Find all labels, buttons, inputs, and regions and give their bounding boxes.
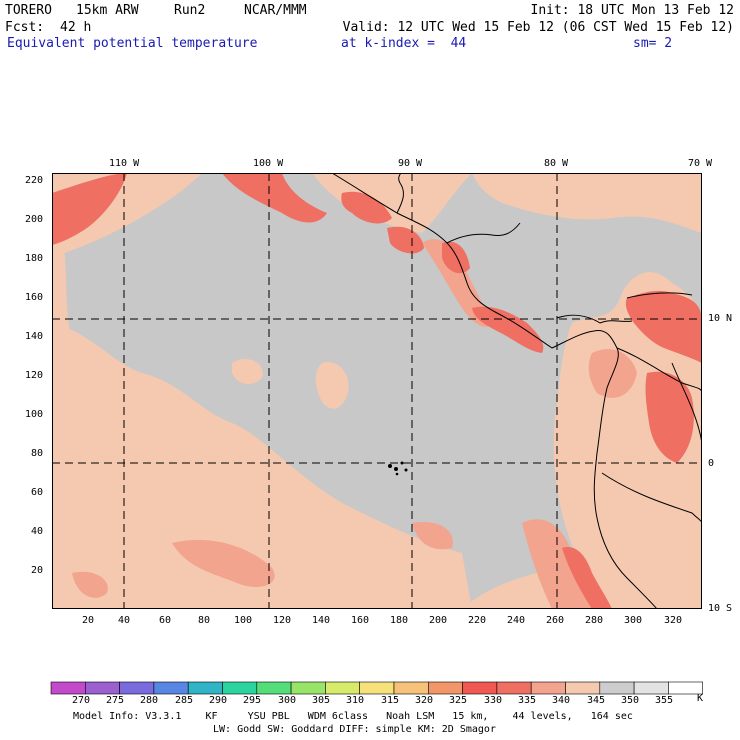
y-tick-label: 80 [31,448,44,459]
colorbar-swatch [496,681,532,695]
colorbar-swatch [668,681,704,695]
colorbar-label: 345 [587,695,606,706]
y-tick-label: 120 [25,370,44,381]
y-tick-label: 200 [25,214,44,225]
lon-label: 80 W [544,158,569,169]
colorbar-swatch [222,681,258,695]
x-tick-label: 240 [507,615,526,626]
lat-label: 0 [708,458,715,469]
colorbar-swatch [530,681,566,695]
map-frame [52,173,702,609]
lon-label: 70 W [688,158,713,169]
colorbar-swatch [565,681,601,695]
x-tick-label: 320 [664,615,683,626]
colorbar-label: 350 [621,695,640,706]
lat-label: 10 S [708,603,733,614]
colorbar-swatch [290,681,326,695]
colorbar-label: 310 [346,695,365,706]
x-tick-label: 60 [159,615,172,626]
colorbar-label: 280 [140,695,159,706]
colorbar-label: 275 [106,695,125,706]
colorbar-label: 290 [209,695,228,706]
colorbar-label: 295 [243,695,262,706]
colorbar-swatch [462,681,498,695]
colorbar-label: 270 [72,695,91,706]
colorbar-label: 300 [278,695,297,706]
lon-label: 90 W [398,158,423,169]
x-tick-label: 180 [390,615,409,626]
colorbar-swatch [599,681,635,695]
model-info: Model Info: V3.3.1 KF YSU PBL WDM 6class… [73,711,633,722]
colorbar-swatch [84,681,120,695]
lat-lon-grid [52,173,702,609]
colorbar-swatch [119,681,155,695]
lon-label: 100 W [253,158,284,169]
shading-330 [52,173,702,609]
colorbar-swatch [325,681,360,695]
colorbar-swatch [393,681,429,695]
x-tick-label: 220 [468,615,487,626]
colorbar [50,681,704,695]
x-tick-label: 20 [82,615,95,626]
y-tick-label: 140 [25,331,44,342]
title-run: Run2 [174,3,206,18]
y-tick-label: 60 [31,487,44,498]
y-tick-label: 180 [25,253,44,264]
colorbar-unit: K [697,693,704,704]
theta-e-map [52,173,702,609]
colorbar-swatch [256,681,292,695]
y-tick-label: 160 [25,292,44,303]
x-tick-label: 100 [234,615,253,626]
colorbar-label: 355 [655,695,674,706]
colorbar-label: 315 [381,695,400,706]
forecast-hours: 42 h [60,20,92,35]
coastlines [331,173,702,609]
init-time: Init: 18 UTC Mon 13 Feb 12 [530,3,735,18]
lon-label: 110 W [109,158,140,169]
galapagos-islands [388,461,408,476]
x-tick-label: 80 [198,615,211,626]
x-tick-label: 200 [429,615,448,626]
colorbar-label: 285 [175,695,194,706]
title-org: NCAR/MMM [244,3,307,18]
x-tick-label: 260 [546,615,565,626]
colorbar-swatch [153,681,189,695]
field-name: Equivalent potential temperature [7,36,258,51]
x-tick-label: 300 [624,615,643,626]
colorbar-label: 320 [415,695,434,706]
y-tick-label: 100 [25,409,44,420]
y-tick-label: 20 [31,565,44,576]
colorbar-swatch [187,681,223,695]
colorbar-swatch [50,681,86,695]
y-tick-label: 220 [25,175,44,186]
colorbar-label: 325 [449,695,468,706]
colorbar-label: 330 [484,695,503,706]
x-tick-label: 280 [585,615,604,626]
lat-label: 10 N [708,313,733,324]
title-model: TORERO [5,3,52,18]
colorbar-swatch [427,681,463,695]
x-tick-label: 160 [351,615,370,626]
x-tick-label: 40 [118,615,131,626]
physics-info: LW: Godd SW: Goddard DIFF: simple KM: 2D… [213,724,496,735]
y-tick-label: 40 [31,526,44,537]
x-tick-label: 140 [312,615,331,626]
title-resolution: 15km ARW [76,3,139,18]
level-info: at k-index = 44 [341,36,467,51]
valid-time: Valid: 12 UTC Wed 15 Feb 12 (06 CST Wed … [342,20,734,35]
colorbar-label: 305 [312,695,331,706]
colorbar-label: 335 [518,695,537,706]
x-tick-label: 120 [273,615,292,626]
shading-340-345 [52,173,702,609]
smoothing-info: sm= 2 [633,36,673,51]
colorbar-swatch [633,681,669,695]
forecast-label: Fcst: [5,20,45,35]
colorbar-label: 340 [552,695,571,706]
colorbar-swatch [359,681,395,695]
